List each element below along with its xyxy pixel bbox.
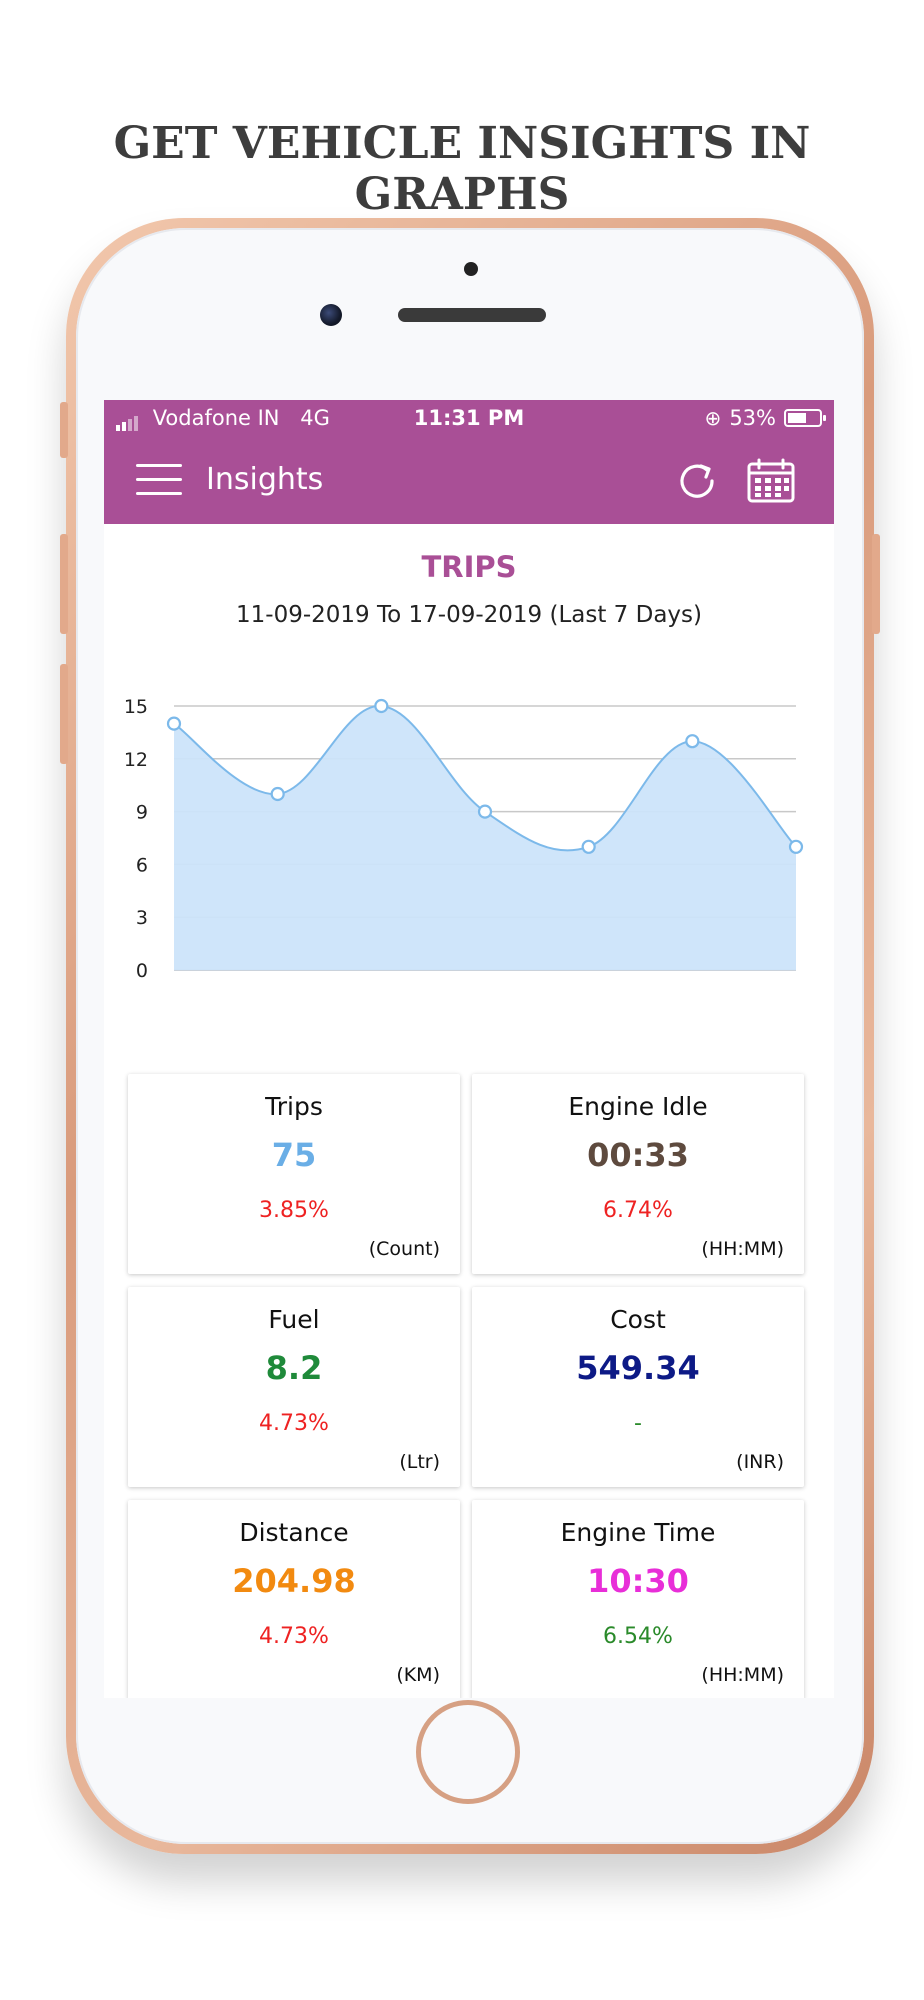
y-tick-label: 0 (136, 960, 148, 982)
insight-card[interactable]: Cost 549.34 - (INR) (472, 1287, 804, 1487)
trips-area-chart: 0 3 6 9 12 15 (124, 696, 804, 982)
card-change: 3.85% (259, 1198, 329, 1223)
card-unit: (Ltr) (399, 1451, 440, 1473)
status-carrier: Vodafone IN 4G (116, 406, 330, 431)
page-headline: GET VEHICLE INSIGHTS IN GRAPHS (113, 118, 811, 220)
network-type: 4G (300, 406, 330, 430)
app-bar-title: Insights (206, 462, 324, 497)
card-label: Trips (265, 1092, 323, 1121)
status-right: ⊕ 53% (704, 406, 826, 430)
y-tick-label: 6 (136, 854, 148, 876)
series-area (174, 705, 796, 970)
insight-card[interactable]: Trips 75 3.85% (Count) (128, 1074, 460, 1274)
y-tick-label: 9 (136, 802, 148, 824)
card-value: 00:33 (587, 1136, 689, 1174)
card-change: - (634, 1411, 642, 1436)
card-change: 6.74% (603, 1198, 673, 1223)
date-range: 11-09-2019 To 17-09-2019 (Last 7 Days) (236, 602, 702, 628)
volume-up-button (60, 534, 68, 634)
carrier-name: Vodafone IN (152, 406, 280, 430)
silent-switch (60, 402, 68, 458)
data-point (270, 786, 285, 802)
card-label: Cost (610, 1305, 666, 1334)
card-change: 4.73% (259, 1624, 329, 1649)
report-title: TRIPS (421, 550, 517, 584)
calendar-icon[interactable] (746, 458, 796, 504)
data-point (788, 839, 804, 854)
card-unit: (Count) (368, 1238, 440, 1260)
earpiece-speaker (398, 308, 546, 322)
card-change: 4.73% (259, 1411, 329, 1436)
insight-card[interactable]: Fuel 8.2 4.73% (Ltr) (128, 1287, 460, 1487)
battery-icon (784, 409, 826, 427)
card-unit: (INR) (736, 1451, 784, 1473)
hamburger-menu-icon[interactable] (136, 464, 182, 498)
volume-down-button (60, 664, 68, 764)
y-tick-label: 15 (124, 696, 148, 718)
data-point (581, 839, 596, 854)
card-unit: (HH:MM) (701, 1664, 784, 1686)
data-point (166, 716, 182, 731)
card-label: Engine Idle (568, 1092, 708, 1121)
card-value: 8.2 (265, 1349, 323, 1387)
card-unit: (KM) (396, 1664, 440, 1686)
app-bar: Vodafone IN 4G 11:31 PM ⊕ 53% Insights (104, 400, 834, 524)
refresh-icon[interactable] (674, 458, 720, 504)
card-change: 6.54% (603, 1624, 673, 1649)
card-value: 204.98 (232, 1562, 356, 1600)
power-button (872, 534, 880, 634)
card-value: 549.34 (576, 1349, 700, 1387)
insight-card[interactable]: Engine Time 10:30 6.54% (HH:MM) (472, 1500, 804, 1698)
signal-icon (116, 407, 140, 431)
status-time: 11:31 PM (413, 406, 525, 430)
rotation-lock-icon: ⊕ (704, 406, 722, 430)
data-point (477, 804, 493, 819)
data-point (374, 698, 389, 714)
home-button[interactable] (416, 1700, 520, 1804)
y-tick-label: 12 (124, 749, 148, 771)
proximity-sensor (464, 262, 478, 276)
card-label: Engine Time (560, 1518, 716, 1547)
card-unit: (HH:MM) (701, 1238, 784, 1260)
card-value: 10:30 (587, 1562, 689, 1600)
y-tick-label: 3 (136, 907, 148, 929)
front-camera (320, 304, 342, 326)
insight-card[interactable]: Engine Idle 00:33 6.74% (HH:MM) (472, 1074, 804, 1274)
card-label: Fuel (268, 1305, 320, 1334)
card-value: 75 (271, 1136, 317, 1174)
data-point (685, 734, 700, 749)
insight-card[interactable]: Distance 204.98 4.73% (KM) (128, 1500, 460, 1698)
app-screen: Vodafone IN 4G 11:31 PM ⊕ 53% Insights (104, 400, 834, 1698)
battery-percent: 53% (729, 406, 776, 430)
card-label: Distance (239, 1518, 349, 1547)
